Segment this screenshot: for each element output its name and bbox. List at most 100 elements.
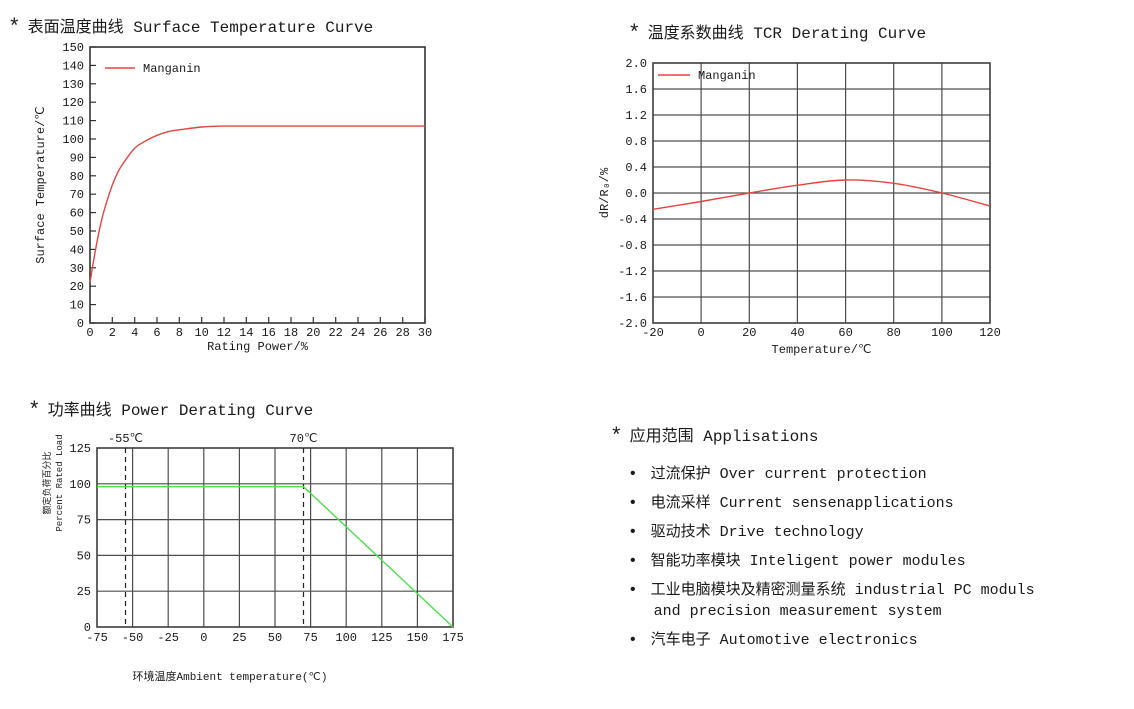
y-tick-label: 70 — [70, 188, 84, 202]
x-tick-label: 100 — [931, 326, 953, 340]
chart-title-text: 表面温度曲线 Surface Temperature Curve — [27, 19, 374, 37]
asterisk-marker: * — [8, 17, 21, 40]
application-item-text: 电流采样 Current sensenapplications — [650, 495, 954, 512]
y-tick-label: 1.6 — [625, 83, 647, 97]
tcr-derating-chart-title: * 温度系数曲线 TCR Derating Curve — [628, 19, 927, 46]
application-item-text: 汽车电子 Automotive electronics — [650, 632, 918, 649]
x-tick-label: 75 — [303, 631, 317, 645]
legend-label: Manganin — [143, 62, 201, 76]
bullet-icon: • — [628, 494, 638, 512]
application-item: • 汽车电子 Automotive electronics — [610, 630, 1134, 651]
surface-temperature-plot: 0 2 4 6 8 10 12 14 16 18 20 22 24 26 28 300102030405060… — [34, 41, 432, 354]
chart-title-text: 温度系数曲线 TCR Derating Curve — [647, 25, 927, 43]
bullet-icon: • — [628, 552, 638, 570]
x-tick-label: 16 — [261, 326, 275, 340]
x-axis-label: 环境温度Ambient temperature(℃) — [133, 669, 328, 684]
y-tick-label: 0 — [77, 317, 84, 331]
y-tick-label: 10 — [70, 299, 84, 313]
y-tick-label: 2.0 — [625, 57, 647, 71]
y-tick-label: 130 — [62, 78, 84, 92]
x-tick-label: 24 — [351, 326, 365, 340]
x-tick-label: 2 — [109, 326, 116, 340]
application-item: • 工业电脑模块及精密测量系统 industrial PC moduls and … — [610, 580, 1134, 622]
y-axis-label: Surface Temperature/℃ — [34, 106, 48, 264]
tcr-derating-plot: -20 0 20 40 60 80 100 120 -2.0 -1.6 -1.2 -0.8 -0.4 0.… — [598, 57, 1001, 357]
x-tick-label: 60 — [838, 326, 852, 340]
y-axis-label-2: Percent Rated Load — [55, 434, 65, 531]
application-item-line2: and precision measurement system — [653, 603, 942, 620]
x-tick-label: 40 — [790, 326, 804, 340]
y-tick-label: 90 — [70, 151, 84, 165]
asterisk-marker: * — [628, 23, 641, 46]
y-tick-label: 125 — [69, 442, 91, 456]
y-tick-label: 25 — [77, 585, 91, 599]
bullet-icon: • — [628, 631, 638, 649]
application-item: • 过流保护 Over current protection — [610, 464, 1134, 485]
application-item: • 电流采样 Current sensenapplications — [610, 493, 1134, 514]
application-item: • 智能功率模块 Inteligent power modules — [610, 551, 1134, 572]
application-item-text: 工业电脑模块及精密测量系统 industrial PC moduls and pr… — [651, 580, 1035, 622]
y-tick-label: 30 — [70, 262, 84, 276]
x-tick-label: 22 — [328, 326, 342, 340]
asterisk-marker: * — [610, 426, 623, 449]
plot-border — [89, 46, 426, 324]
applications-title-text: 应用范围 Applisations — [629, 428, 819, 446]
x-axis-label: Rating Power/% — [207, 340, 309, 354]
applications-title: * 应用范围 Applisations — [610, 422, 1134, 449]
asterisk-marker: * — [28, 400, 41, 423]
x-tick-label: 0 — [697, 326, 704, 340]
x-tick-label: 175 — [442, 631, 464, 645]
y-tick-label: -1.2 — [618, 265, 647, 279]
x-tick-label: 50 — [268, 631, 282, 645]
y-tick-label: 0.0 — [625, 187, 647, 201]
y-tick-label: 110 — [62, 115, 84, 129]
application-item-text: 过流保护 Over current protection — [650, 466, 927, 483]
chart-title-text: 功率曲线 Power Derating Curve — [47, 402, 314, 420]
application-item: • 驱动技术 Drive technology — [610, 522, 1134, 543]
x-tick-label: 28 — [395, 326, 409, 340]
y-tick-label: -0.8 — [618, 239, 647, 253]
x-tick-label: 10 — [194, 326, 208, 340]
plot-border — [652, 62, 991, 324]
series-line-manganin — [89, 125, 425, 283]
x-tick-label: -50 — [122, 631, 144, 645]
series-line-manganin — [652, 179, 991, 210]
x-axis-label: Temperature/℃ — [772, 343, 872, 357]
x-tick-label: 25 — [232, 631, 246, 645]
y-tick-label: -2.0 — [618, 317, 647, 331]
application-item-line1: 工业电脑模块及精密测量系统 industrial PC moduls — [650, 582, 1035, 599]
y-tick-label: 0 — [84, 621, 91, 635]
y-tick-label: 140 — [62, 59, 84, 73]
plot-border — [96, 447, 454, 628]
y-tick-label: 0.8 — [625, 135, 647, 149]
y-tick-label: 0.4 — [625, 161, 647, 175]
x-tick-label: 4 — [131, 326, 138, 340]
y-tick-label: 100 — [62, 133, 84, 147]
y-axis-label: dR/R₀/% — [598, 167, 612, 218]
x-tick-label: 125 — [371, 631, 393, 645]
x-tick-label: -75 — [86, 631, 108, 645]
x-tick-label: 120 — [979, 326, 1001, 340]
annotation-label: -55℃ — [108, 432, 143, 446]
bullet-icon: • — [628, 581, 638, 599]
y-tick-label: 40 — [70, 243, 84, 257]
x-tick-label: 30 — [418, 326, 432, 340]
y-axis-label: 额定负荷百分比 — [41, 451, 53, 514]
surface-temperature-chart-title: * 表面温度曲线 Surface Temperature Curve — [8, 13, 374, 40]
bullet-icon: • — [628, 523, 638, 541]
x-tick-label: 0 — [200, 631, 207, 645]
x-tick-label: -25 — [157, 631, 179, 645]
x-tick-label: 18 — [284, 326, 298, 340]
y-tick-label: 150 — [62, 41, 84, 55]
x-tick-label: 100 — [335, 631, 357, 645]
applications-list: • 过流保护 Over current protection • 电流采样 Cu… — [610, 464, 1134, 651]
series-line-derating — [97, 486, 454, 628]
legend-label: Manganin — [698, 69, 756, 83]
applications-section: * 应用范围 Applisations • 过流保护 Over current p… — [610, 422, 1134, 659]
x-tick-label: 12 — [217, 326, 231, 340]
x-tick-label: 20 — [742, 326, 756, 340]
x-tick-label: 80 — [886, 326, 900, 340]
x-tick-label: 6 — [153, 326, 160, 340]
y-tick-label: 60 — [70, 207, 84, 221]
